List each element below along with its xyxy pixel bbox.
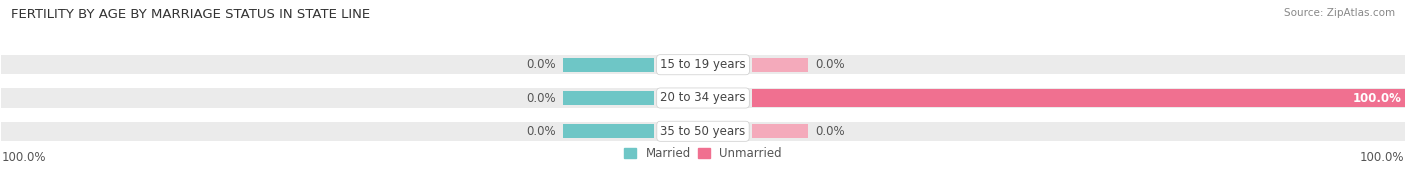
Text: 0.0%: 0.0% (526, 92, 555, 104)
Text: 100.0%: 100.0% (1360, 151, 1405, 163)
Bar (562, 91, 654, 105)
Bar (562, 124, 654, 139)
Text: 0.0%: 0.0% (526, 58, 555, 71)
Bar (1, 88, 1405, 108)
Legend: Married, Unmarried: Married, Unmarried (624, 147, 782, 160)
Text: 100.0%: 100.0% (1353, 92, 1402, 104)
Text: Source: ZipAtlas.com: Source: ZipAtlas.com (1284, 8, 1395, 18)
Bar (562, 57, 654, 72)
Text: 0.0%: 0.0% (815, 58, 845, 71)
Text: FERTILITY BY AGE BY MARRIAGE STATUS IN STATE LINE: FERTILITY BY AGE BY MARRIAGE STATUS IN S… (11, 8, 370, 21)
Bar (752, 57, 808, 72)
Text: 15 to 19 years: 15 to 19 years (661, 58, 745, 71)
Text: 100.0%: 100.0% (1, 151, 46, 163)
Text: 0.0%: 0.0% (815, 125, 845, 138)
Bar (1, 122, 1405, 141)
Bar (752, 124, 808, 139)
Text: 0.0%: 0.0% (526, 125, 555, 138)
Text: 20 to 34 years: 20 to 34 years (661, 92, 745, 104)
Text: 35 to 50 years: 35 to 50 years (661, 125, 745, 138)
Bar (752, 89, 1405, 107)
Bar (1, 55, 1405, 74)
